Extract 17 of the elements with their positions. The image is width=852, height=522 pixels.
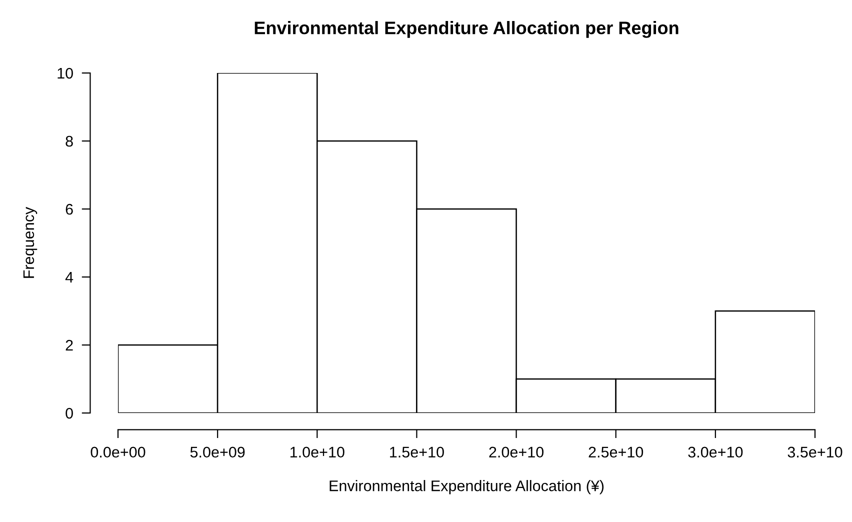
y-tick-label: 0: [66, 408, 73, 419]
x-axis-title: Environmental Expenditure Allocation (¥): [330, 480, 604, 494]
x-tick-label: 2.0e+10: [489, 446, 544, 458]
x-tick-label: 2.5e+10: [588, 446, 644, 458]
y-tick-label: 8: [66, 136, 73, 147]
chart-title: Environmental Expenditure Allocation per Region: [254, 21, 678, 38]
y-tick-label: 2: [66, 340, 73, 351]
y-tick-label: 10: [58, 68, 73, 79]
x-tick-label: 0.0e+00: [90, 446, 146, 458]
x-tick-label: 3.0e+10: [688, 446, 743, 458]
y-tick-label: 4: [65, 272, 74, 283]
y-tick-label: 6: [66, 204, 73, 215]
y-axis-title: Frequency: [23, 206, 38, 278]
x-tick-label: 5.0e+09: [190, 446, 245, 458]
x-tick-label: 1.0e+10: [290, 446, 344, 458]
x-tick-label: 1.5e+10: [390, 446, 444, 458]
x-tick-label: 3.5e+10: [788, 446, 842, 458]
